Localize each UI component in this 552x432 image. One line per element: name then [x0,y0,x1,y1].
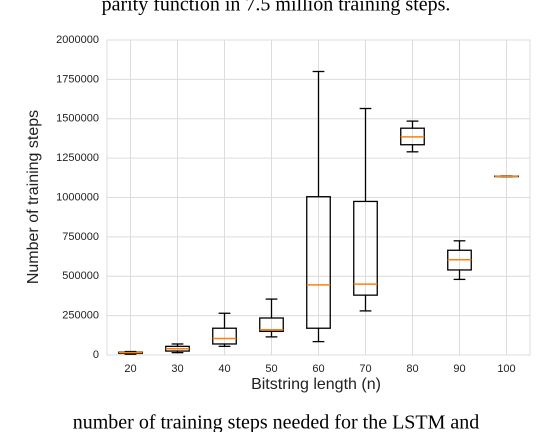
x-tick-label: 90 [453,363,465,375]
box [259,317,284,333]
caption-below: number of training steps needed for the … [73,412,480,432]
x-tick-label: 40 [218,363,230,375]
plot-frame [106,39,531,356]
y-tick-label: 750000 [62,231,99,243]
y-tick-label: 1750000 [56,73,99,85]
x-tick-label: 50 [265,363,277,375]
caption-above: parity function in 7.5 million training … [102,0,451,16]
y-tick-label: 0 [93,349,99,361]
y-tick-label: 1500000 [56,113,99,125]
box [212,327,237,345]
x-tick-label: 20 [124,363,136,375]
y-tick-label: 1250000 [56,152,99,164]
x-tick-label: 70 [359,363,371,375]
x-tick-label: 60 [312,363,324,375]
y-tick-label: 500000 [62,270,99,282]
x-tick-label: 100 [497,363,515,375]
y-tick-label: 250000 [62,310,99,322]
x-axis-label: Bitstring length (n) [251,376,381,393]
y-tick-label: 2000000 [56,34,99,46]
y-tick-label: 1000000 [56,191,99,203]
x-tick-label: 80 [406,363,418,375]
box [353,200,378,296]
box [306,196,331,329]
x-tick-label: 30 [171,363,183,375]
y-axis-label: Number of training steps [25,110,42,284]
